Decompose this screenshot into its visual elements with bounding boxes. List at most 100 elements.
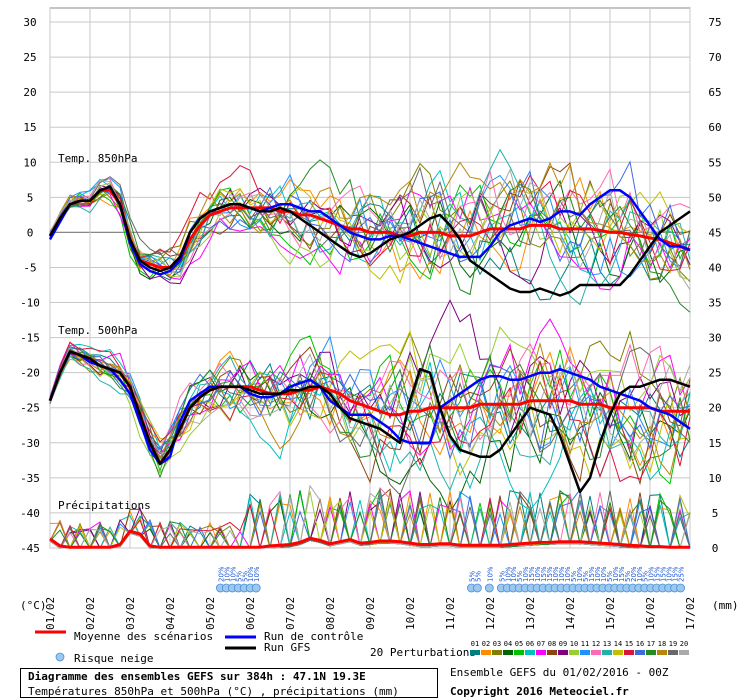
panel-label-precip: Précipitations xyxy=(58,499,151,512)
legend-perturb-id: 18 xyxy=(658,640,666,648)
legend-perturb-label: 20 Perturbations xyxy=(370,646,476,659)
snow-risk-label: 5% xyxy=(582,571,590,582)
legend-perturb-swatch xyxy=(558,650,568,655)
right-tick-label: 45 xyxy=(708,226,721,239)
legend-perturb-swatch xyxy=(470,650,480,655)
mean-line-precip xyxy=(49,529,690,549)
x-tick-label: 03/02 xyxy=(124,597,137,630)
legend-perturb-swatch xyxy=(481,650,491,655)
snow-risk-marker xyxy=(251,583,261,593)
left-tick-label: -5 xyxy=(23,261,36,274)
snow-risk-label: 15% xyxy=(660,566,668,582)
legend-perturb-swatch xyxy=(679,650,689,655)
snow-risk-marker xyxy=(472,583,482,593)
left-tick-label: 30 xyxy=(23,16,36,29)
snow-risk-label: 10% xyxy=(636,566,644,582)
right-tick-label: 0 xyxy=(712,542,719,555)
left-tick-label: -40 xyxy=(20,507,40,520)
snow-risk-label: 15% xyxy=(546,566,554,582)
snow-risk-label: 10% xyxy=(510,566,518,582)
snow-risk-label: 10% xyxy=(564,566,572,582)
legend-perturb-swatch xyxy=(525,650,535,655)
legend-perturb-id: 09 xyxy=(559,640,567,648)
left-tick-label: 15 xyxy=(23,121,36,134)
perturbation-line-850 xyxy=(49,184,691,285)
legend-perturb-id: 11 xyxy=(581,640,589,648)
legend-perturb-id: 04 xyxy=(504,640,512,648)
snow-risk-marker xyxy=(676,583,686,593)
legend-perturb-swatch xyxy=(624,650,634,655)
x-tick-label: 16/02 xyxy=(644,597,657,630)
legend-snow-icon xyxy=(55,652,65,662)
legend-perturb-swatch xyxy=(569,650,579,655)
legend-perturb-id: 01 xyxy=(471,640,479,648)
snow-risk-label: 10% xyxy=(504,566,512,582)
x-tick-label: 17/02 xyxy=(684,597,697,630)
x-tick-label: 10/02 xyxy=(404,597,417,630)
legend-gfs-label: Run GFS xyxy=(264,641,310,654)
x-tick-label: 02/02 xyxy=(84,597,97,630)
snow-risk-label: 15% xyxy=(672,566,680,582)
legend-perturb-id: 05 xyxy=(515,640,523,648)
legend-perturb-id: 19 xyxy=(669,640,677,648)
legend-perturb-swatch xyxy=(602,650,612,655)
perturbation-line-850 xyxy=(49,173,691,278)
legend-perturb-swatch xyxy=(591,650,601,655)
left-tick-label: -15 xyxy=(20,332,40,345)
snow-risk-label: 10% xyxy=(576,566,584,582)
snow-risk-label: 10% xyxy=(648,566,656,582)
legend-perturb-id: 10 xyxy=(570,640,578,648)
left-tick-label: 20 xyxy=(23,86,36,99)
perturbation-line-850 xyxy=(49,160,691,273)
x-tick-label: 04/02 xyxy=(164,597,177,630)
legend-perturb-id: 16 xyxy=(636,640,644,648)
perturbation-line-500 xyxy=(49,329,691,477)
x-tick-label: 14/02 xyxy=(564,597,577,630)
left-tick-label: -10 xyxy=(20,297,40,310)
snow-risk-label: 10% xyxy=(612,566,620,582)
legend-perturb-swatch xyxy=(646,650,656,655)
snow-risk-label: 15% xyxy=(618,566,626,582)
snow-risk-label: 10% xyxy=(552,566,560,582)
legend-perturb-swatch xyxy=(668,650,678,655)
right-tick-label: 40 xyxy=(708,261,721,274)
legend-perturb-id: 08 xyxy=(548,640,556,648)
snow-risk-label: 20% xyxy=(630,566,638,582)
gfs-run-line-t850 xyxy=(48,185,691,297)
footer-run: Ensemble GEFS du 01/02/2016 - 00Z xyxy=(450,666,669,679)
snow-risk-label: 5% xyxy=(235,571,243,582)
panel-label-850: Temp. 850hPa xyxy=(58,152,137,165)
legend-perturb-id: 17 xyxy=(647,640,655,648)
footer-subtitle: Températures 850hPa et 500hPa (°C) , pré… xyxy=(28,685,399,698)
right-tick-label: 15 xyxy=(708,437,721,450)
perturbation-line-850 xyxy=(49,186,691,285)
footer-title: Diagramme des ensembles GEFS sur 384h : … xyxy=(28,670,366,683)
legend-perturb-swatch xyxy=(613,650,623,655)
legend-perturb-id: 13 xyxy=(603,640,611,648)
right-tick-label: 35 xyxy=(708,297,721,310)
legend-snow-label: Risque neige xyxy=(74,652,153,665)
legend-perturb-swatch xyxy=(657,650,667,655)
x-tick-label: 06/02 xyxy=(244,597,257,630)
right-tick-label: 60 xyxy=(708,121,721,134)
legend-perturb-id: 03 xyxy=(493,640,501,648)
snow-risk-label: 10% xyxy=(600,566,608,582)
legend-perturb-id: 20 xyxy=(680,640,688,648)
right-tick-label: 55 xyxy=(708,156,721,169)
snow-risk-label: 5% xyxy=(606,571,614,582)
right-tick-label: 65 xyxy=(708,86,721,99)
snow-risk-label: 5% xyxy=(474,571,482,582)
snow-risk-label: 5% xyxy=(570,571,578,582)
right-tick-label: 70 xyxy=(708,51,721,64)
legend-perturb-swatch xyxy=(514,650,524,655)
left-unit-label: (°C) xyxy=(20,599,47,612)
left-tick-label: 25 xyxy=(23,51,36,64)
left-tick-label: -30 xyxy=(20,437,40,450)
snow-risk-label: 15% xyxy=(588,566,596,582)
perturbation-line-500 xyxy=(49,347,691,478)
gfs-run-line-t500 xyxy=(48,350,691,494)
right-tick-label: 30 xyxy=(708,332,721,345)
x-tick-label: 13/02 xyxy=(524,597,537,630)
footer-copyright: Copyright 2016 Meteociel.fr xyxy=(450,685,629,698)
legend-perturb-id: 15 xyxy=(625,640,633,648)
